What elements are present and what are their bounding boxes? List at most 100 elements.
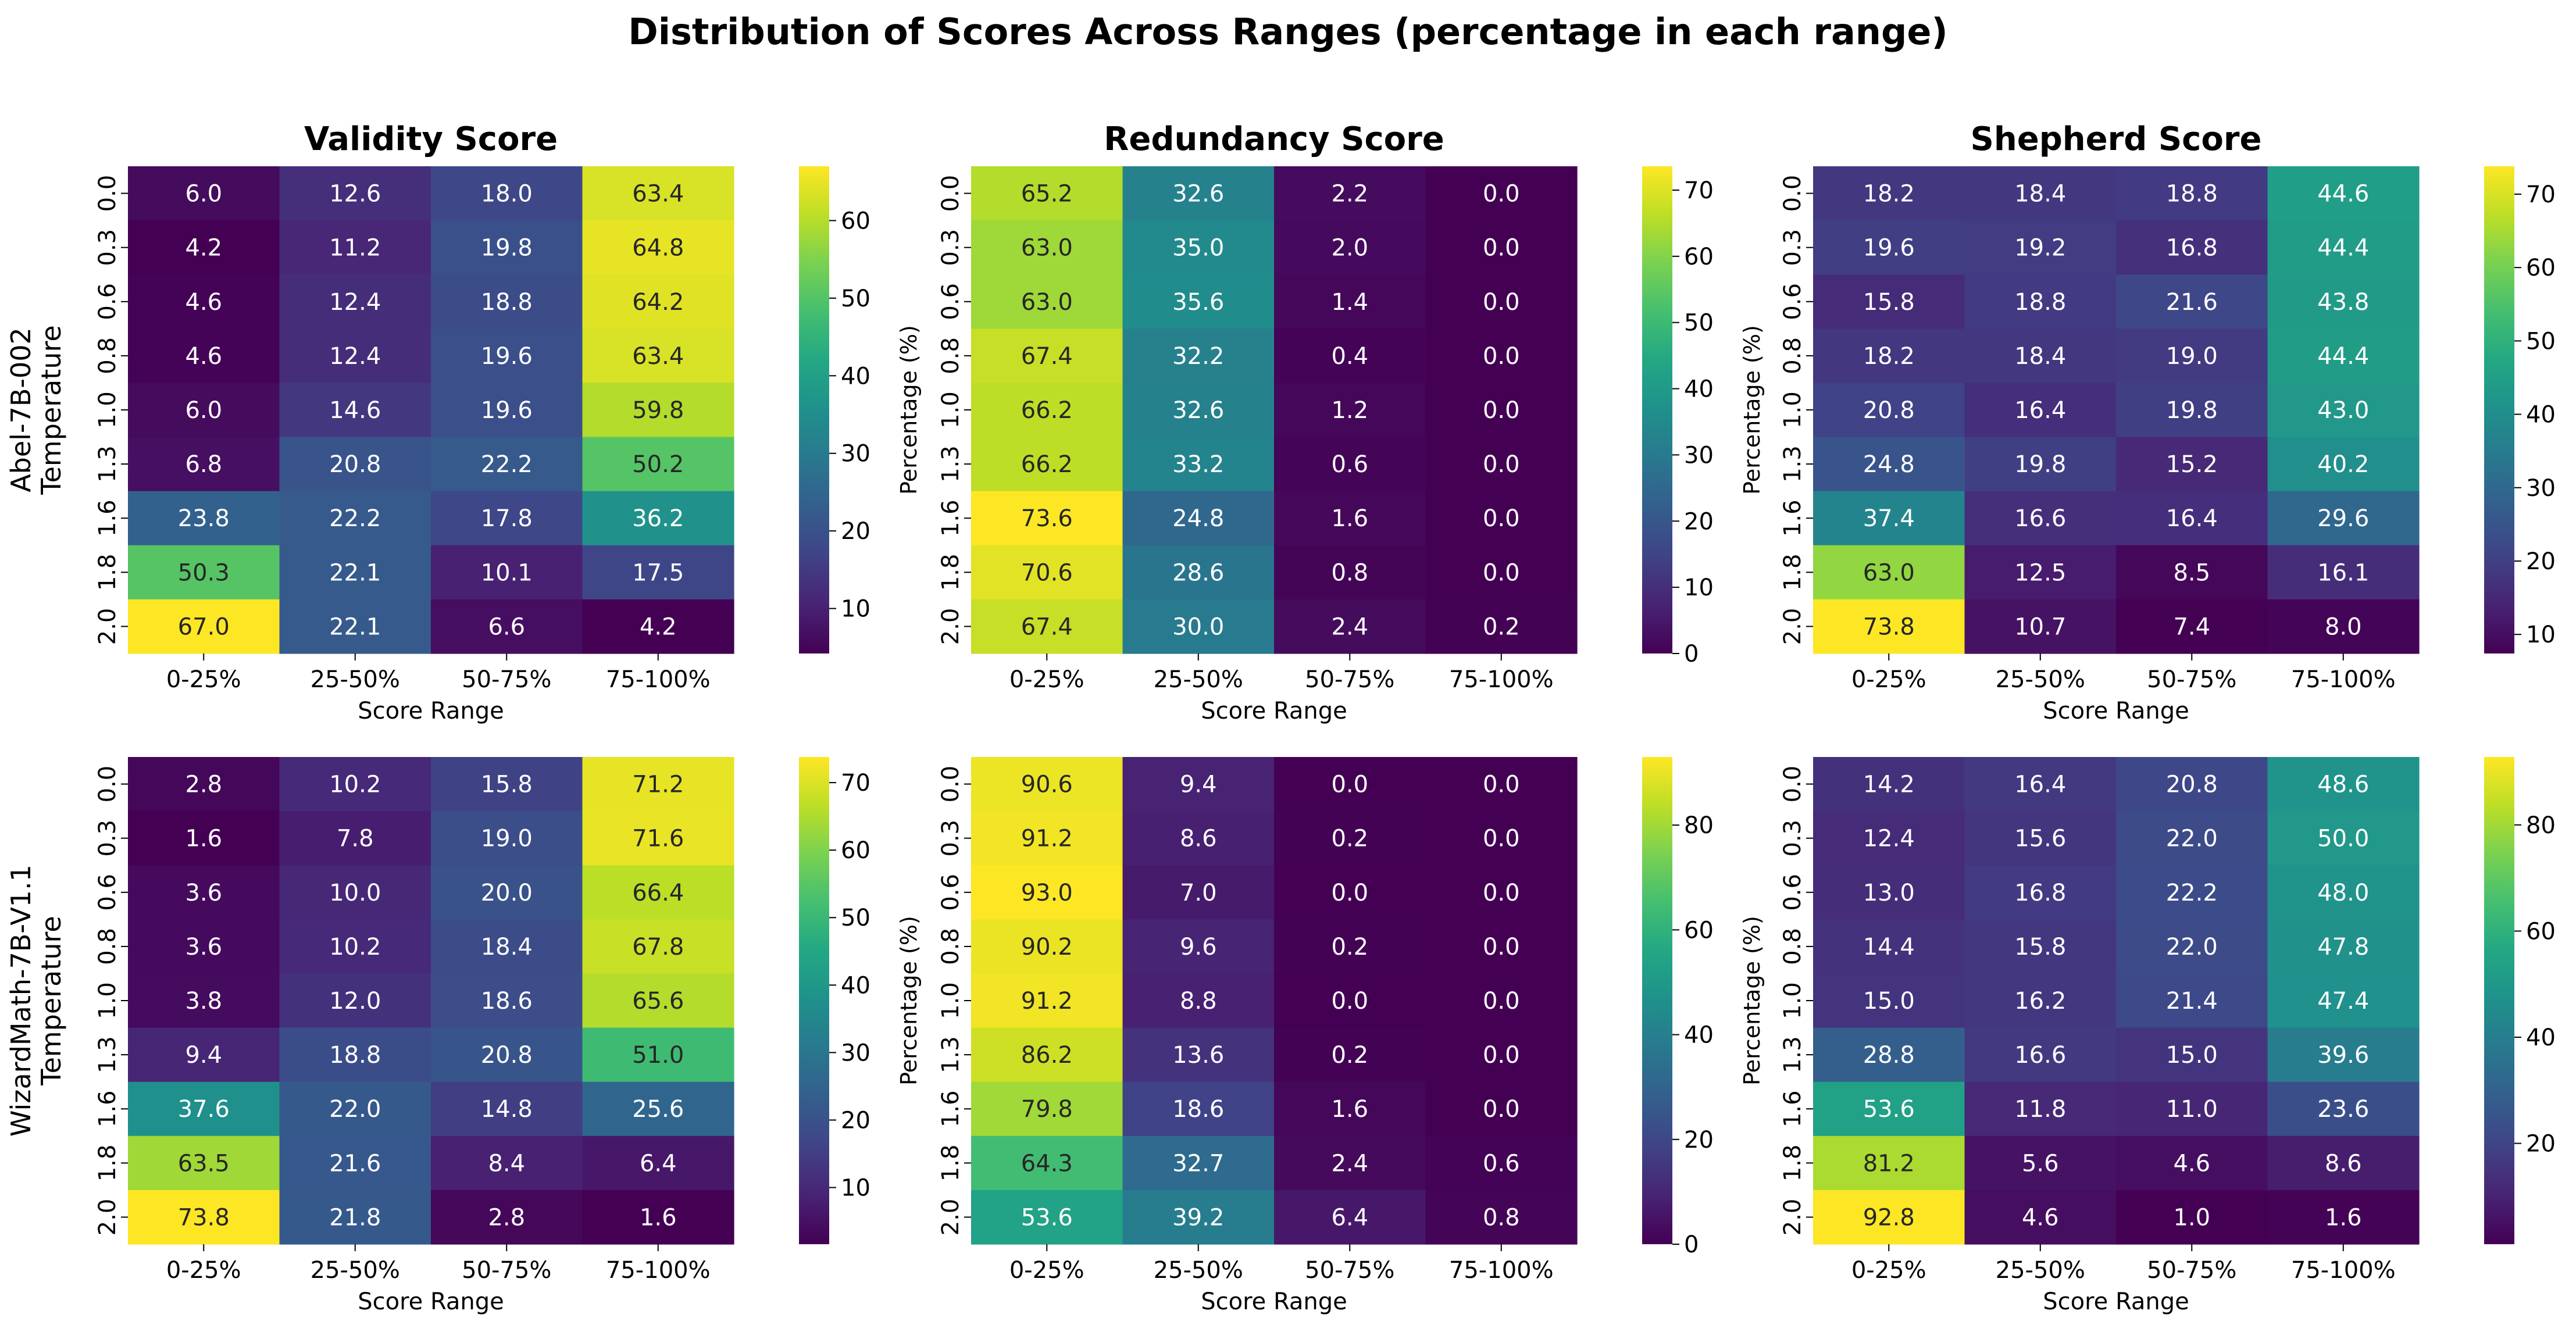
heatmap-cell xyxy=(279,1027,431,1083)
heatmap-cell xyxy=(2267,491,2420,546)
cell-value-label: 44.4 xyxy=(2317,343,2369,370)
y-tick-label: 0.0 xyxy=(1779,175,1806,212)
cell-value-label: 18.8 xyxy=(2014,289,2066,316)
heatmap-cell xyxy=(431,1081,583,1137)
heatmap-cell xyxy=(279,545,431,600)
x-tick-label: 0-25% xyxy=(166,1257,241,1284)
heatmap-cell xyxy=(1964,383,2117,438)
heatmap-cell xyxy=(279,1135,431,1191)
heatmap-cell xyxy=(128,274,280,329)
heatmap-cell xyxy=(2116,757,2268,812)
heatmap-cell xyxy=(582,274,734,329)
cell-value-label: 2.8 xyxy=(185,772,222,798)
cell-value-label: 8.0 xyxy=(2325,613,2362,640)
heatmap-cell xyxy=(431,599,583,654)
heatmap-cell xyxy=(279,599,431,654)
cell-value-label: 0.0 xyxy=(1483,1096,1520,1123)
heatmap-cell xyxy=(279,811,431,866)
y-tick-label: 1.8 xyxy=(937,554,964,591)
heatmap-cell xyxy=(279,274,431,329)
cell-value-label: 70.6 xyxy=(1021,559,1073,586)
cell-value-label: 44.6 xyxy=(2317,181,2369,208)
y-tick-label: 0.8 xyxy=(937,337,964,374)
cell-value-label: 93.0 xyxy=(1021,880,1073,906)
heatmap-panel: Shepherd Score 18.2 18.4 18.8 44.6 19.6 19.2 16… xyxy=(1779,120,2556,724)
cell-value-label: 20.8 xyxy=(481,1042,533,1069)
heatmap-cell xyxy=(1274,1027,1426,1083)
cell-value-label: 4.2 xyxy=(640,613,677,640)
heatmap-cell xyxy=(582,811,734,866)
heatmap-cell xyxy=(1122,220,1275,275)
cell-value-label: 17.5 xyxy=(632,559,684,586)
heatmap-cell xyxy=(1122,599,1275,654)
cell-value-label: 1.6 xyxy=(640,1204,677,1231)
heatmap-cell xyxy=(1122,545,1275,600)
cell-value-label: 18.0 xyxy=(481,181,533,208)
heatmap-cell xyxy=(2116,166,2268,221)
heatmap-cell xyxy=(1813,166,1965,221)
heatmap-cell xyxy=(1274,919,1426,974)
cell-value-label: 25.6 xyxy=(632,1096,684,1123)
cell-value-label: 10.0 xyxy=(329,880,381,906)
cell-value-label: 7.0 xyxy=(1180,880,1217,906)
y-tick-label: 0.3 xyxy=(1779,229,1806,266)
colorbar-tick-label: 50 xyxy=(2526,328,2556,355)
colorbar-tick-label: 40 xyxy=(1684,376,1714,403)
cell-value-label: 14.6 xyxy=(329,397,381,424)
cell-value-label: 8.6 xyxy=(2325,1150,2362,1177)
y-tick-label: 0.6 xyxy=(94,283,121,320)
heatmap-cell xyxy=(2116,973,2268,1029)
heatmap-cell xyxy=(971,166,1123,221)
colorbar-tick-label: 30 xyxy=(1684,442,1714,469)
cell-value-label: 50.0 xyxy=(2317,826,2369,852)
cell-value-label: 30.0 xyxy=(1172,613,1224,640)
heatmap-cell xyxy=(1964,274,2117,329)
y-tick-label: 0.3 xyxy=(937,820,964,857)
heatmap-cell xyxy=(582,919,734,974)
x-tick-label: 25-50% xyxy=(311,1257,400,1284)
x-axis-label: Score Range xyxy=(2043,698,2189,724)
cell-value-label: 14.4 xyxy=(1863,934,1915,960)
heatmap-cell xyxy=(1122,919,1275,974)
heatmap-panel: 90.6 9.4 0.0 0.0 91.2 8.6 0.2 0.0 93.0 7.0 0.0 0.0 9… xyxy=(937,757,1765,1315)
heatmap-cell xyxy=(431,919,583,974)
x-axis-label: Score Range xyxy=(358,698,504,724)
colorbar-tick-label: 40 xyxy=(2526,402,2556,428)
heatmap-cell xyxy=(2116,865,2268,920)
heatmap-cell xyxy=(971,1027,1123,1083)
colorbar-tick-label: 60 xyxy=(2526,255,2556,281)
heatmap-cell xyxy=(1813,383,1965,438)
cell-value-label: 28.8 xyxy=(1863,1042,1915,1069)
y-tick-label: 1.8 xyxy=(1779,1145,1806,1182)
cell-value-label: 19.0 xyxy=(481,826,533,852)
x-tick-label: 0-25% xyxy=(1851,1257,1926,1284)
heatmap-cell xyxy=(128,599,280,654)
heatmap-cell xyxy=(582,437,734,492)
cell-value-label: 73.8 xyxy=(1863,613,1915,640)
heatmap-cell xyxy=(1274,865,1426,920)
heatmap-cell xyxy=(582,491,734,546)
cell-value-label: 0.0 xyxy=(1483,451,1520,478)
cell-value-label: 33.2 xyxy=(1172,451,1224,478)
cell-value-label: 67.4 xyxy=(1021,343,1073,370)
heatmap-cell xyxy=(2267,1027,2420,1083)
colorbar-tick-label: 60 xyxy=(1684,244,1714,270)
y-axis-label: Temperature xyxy=(35,325,67,495)
y-tick-label: 1.0 xyxy=(1779,391,1806,428)
cell-value-label: 20.0 xyxy=(481,880,533,906)
heatmap-cell xyxy=(2116,1081,2268,1137)
heatmap-cell xyxy=(1274,599,1426,654)
cell-value-label: 7.4 xyxy=(2173,613,2210,640)
y-tick-label: 2.0 xyxy=(1779,608,1806,645)
cell-value-label: 4.6 xyxy=(185,343,222,370)
heatmap-cell xyxy=(279,220,431,275)
heatmap-cell xyxy=(279,1081,431,1137)
cell-value-label: 1.6 xyxy=(185,826,222,852)
heatmap-cell xyxy=(582,328,734,384)
heatmap-cell xyxy=(279,973,431,1029)
y-tick-label: 0.3 xyxy=(937,229,964,266)
cell-value-label: 16.6 xyxy=(2014,505,2066,532)
heatmap-cell xyxy=(582,1190,734,1245)
heatmap-cell xyxy=(2116,220,2268,275)
heatmap-cell xyxy=(431,1027,583,1083)
